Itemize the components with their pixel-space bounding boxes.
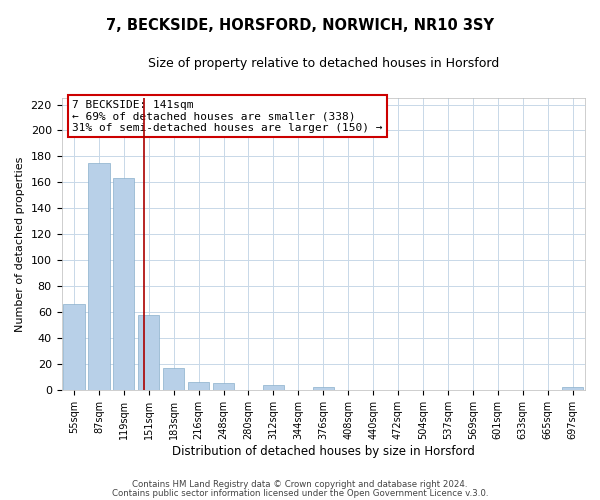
X-axis label: Distribution of detached houses by size in Horsford: Distribution of detached houses by size …	[172, 444, 475, 458]
Bar	[113, 178, 134, 390]
Bar	[64, 304, 85, 390]
Bar	[313, 388, 334, 390]
Bar	[138, 314, 160, 390]
Text: 7 BECKSIDE: 141sqm
← 69% of detached houses are smaller (338)
31% of semi-detach: 7 BECKSIDE: 141sqm ← 69% of detached hou…	[72, 100, 382, 132]
Text: Contains HM Land Registry data © Crown copyright and database right 2024.: Contains HM Land Registry data © Crown c…	[132, 480, 468, 489]
Bar	[188, 382, 209, 390]
Y-axis label: Number of detached properties: Number of detached properties	[15, 156, 25, 332]
Bar	[88, 163, 110, 390]
Bar	[263, 384, 284, 390]
Title: Size of property relative to detached houses in Horsford: Size of property relative to detached ho…	[148, 58, 499, 70]
Bar	[213, 384, 234, 390]
Text: Contains public sector information licensed under the Open Government Licence v.: Contains public sector information licen…	[112, 488, 488, 498]
Bar	[562, 388, 583, 390]
Text: 7, BECKSIDE, HORSFORD, NORWICH, NR10 3SY: 7, BECKSIDE, HORSFORD, NORWICH, NR10 3SY	[106, 18, 494, 32]
Bar	[163, 368, 184, 390]
